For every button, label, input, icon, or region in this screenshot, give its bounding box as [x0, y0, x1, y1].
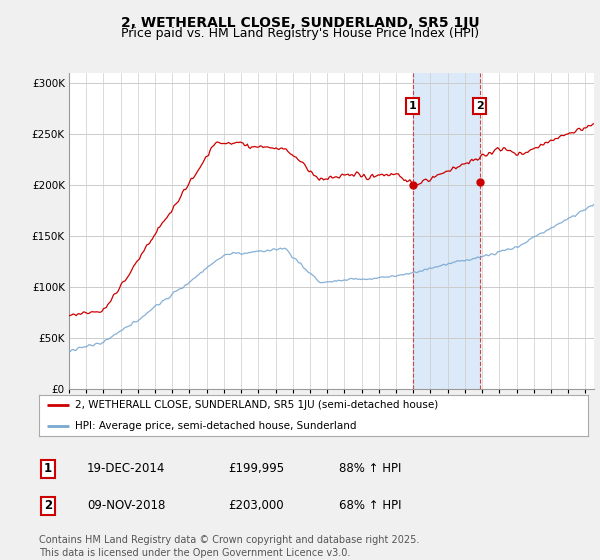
Text: 2: 2 [44, 499, 52, 512]
Text: 09-NOV-2018: 09-NOV-2018 [87, 499, 166, 512]
Text: Contains HM Land Registry data © Crown copyright and database right 2025.
This d: Contains HM Land Registry data © Crown c… [39, 535, 419, 558]
Text: 2, WETHERALL CLOSE, SUNDERLAND, SR5 1JU: 2, WETHERALL CLOSE, SUNDERLAND, SR5 1JU [121, 16, 479, 30]
Text: 2, WETHERALL CLOSE, SUNDERLAND, SR5 1JU (semi-detached house): 2, WETHERALL CLOSE, SUNDERLAND, SR5 1JU … [74, 400, 438, 410]
Text: £199,995: £199,995 [228, 462, 284, 475]
Text: 19-DEC-2014: 19-DEC-2014 [87, 462, 166, 475]
Text: 68% ↑ HPI: 68% ↑ HPI [339, 499, 401, 512]
Text: £203,000: £203,000 [228, 499, 284, 512]
Text: 1: 1 [44, 462, 52, 475]
Bar [413, 73, 480, 389]
Text: 88% ↑ HPI: 88% ↑ HPI [339, 462, 401, 475]
Text: 2: 2 [476, 101, 484, 111]
Text: 1: 1 [409, 101, 416, 111]
Text: HPI: Average price, semi-detached house, Sunderland: HPI: Average price, semi-detached house,… [74, 421, 356, 431]
Text: Price paid vs. HM Land Registry's House Price Index (HPI): Price paid vs. HM Land Registry's House … [121, 27, 479, 40]
